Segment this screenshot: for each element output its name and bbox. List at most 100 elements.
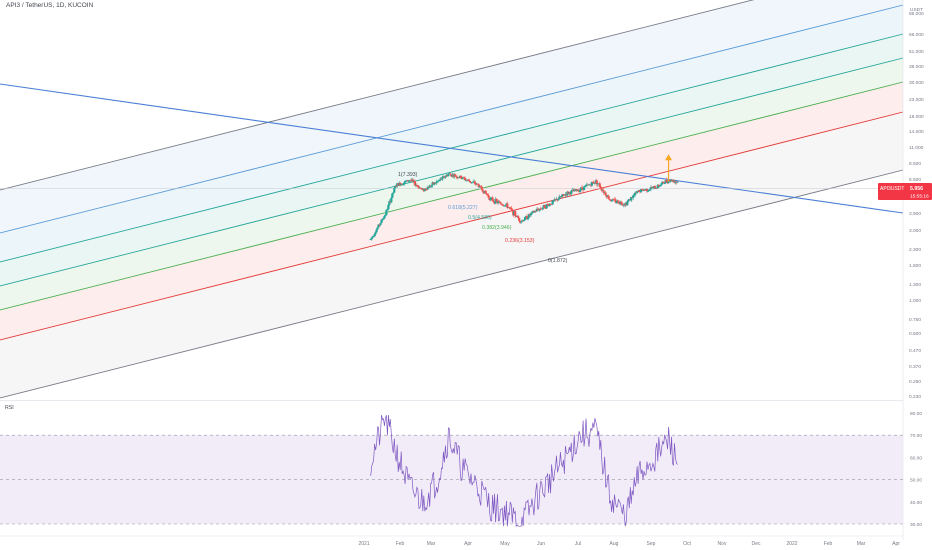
candle-body (447, 174, 450, 177)
candle-body (610, 200, 613, 202)
candle-body (471, 181, 475, 183)
candle-body (540, 208, 543, 210)
candle-body (634, 192, 637, 195)
candle-body (401, 183, 404, 185)
candle-body (607, 195, 610, 199)
candle-body (632, 195, 635, 198)
candle-body (386, 209, 389, 211)
time-label: May (500, 541, 510, 547)
time-label: Mar (427, 541, 436, 547)
candle-body (456, 176, 459, 178)
time-label: Sep (647, 541, 656, 547)
candle-body (550, 204, 553, 206)
candle-body (392, 192, 395, 194)
candle-body (554, 199, 557, 201)
candle-body (419, 187, 422, 189)
last-price-countdown: 15:55:16 (910, 194, 929, 200)
last-price-symbol: API3USDT (880, 186, 904, 192)
price-tick: 39.000 (909, 64, 924, 70)
candle-body (560, 196, 563, 198)
price-tick: 3.000 (909, 228, 921, 234)
price-tick: 1.800 (909, 263, 921, 269)
candle-body (671, 179, 674, 182)
price-tick: 11.000 (909, 145, 924, 151)
candle-body (546, 204, 549, 205)
candle-body (534, 211, 537, 212)
candle-body (535, 208, 538, 212)
time-label: Oct (683, 541, 691, 547)
rsi-tick: 50.00 (910, 478, 922, 484)
rsi-tick: 70.00 (910, 433, 922, 439)
candle-body (604, 192, 607, 196)
candle-body (602, 190, 605, 193)
candle-body (428, 185, 431, 188)
candle-body (462, 177, 466, 179)
candle-body (506, 203, 509, 208)
candle-body (467, 179, 471, 182)
price-tick: 51.000 (909, 49, 924, 55)
candle-body (487, 195, 490, 198)
candle-body (409, 180, 413, 182)
fib-band-4 (0, 5, 903, 262)
candle-body (583, 186, 587, 187)
candle-body (590, 181, 594, 186)
candle-body (584, 185, 588, 187)
time-label: Jul (575, 541, 581, 547)
candle-body (491, 197, 494, 201)
candle-body (595, 180, 598, 185)
candle-body (494, 198, 497, 204)
price-tick: 14.000 (909, 129, 924, 135)
candle-body (663, 183, 666, 185)
candle-body (463, 177, 467, 181)
candle-body (385, 209, 388, 215)
candle-body (381, 219, 384, 221)
candle-body (372, 236, 375, 237)
candle-body (501, 204, 504, 206)
time-label: 2021 (358, 541, 369, 547)
candle-body (379, 223, 382, 225)
candle-body (647, 189, 651, 191)
candle-body (658, 185, 661, 187)
candle-body (425, 189, 428, 191)
candle-body (438, 180, 441, 181)
candle-body (557, 199, 560, 201)
candle-body (378, 224, 381, 226)
fib-label: 0.236(3.153) (505, 238, 535, 244)
last-price-value: 5.956 (910, 186, 923, 192)
descending-trendline (0, 83, 904, 214)
candle-body (411, 179, 415, 182)
candle-body (485, 193, 488, 195)
candle-body (538, 208, 541, 211)
candle-body (500, 203, 503, 205)
candle-body (404, 180, 408, 182)
candle-body (415, 185, 418, 186)
candle-body (651, 187, 654, 189)
candle-body (527, 214, 531, 218)
candle-body (517, 216, 520, 218)
rsi-tick: 40.00 (910, 500, 922, 506)
candle-body (374, 232, 377, 235)
candle-body (437, 180, 440, 182)
candle-body (591, 181, 594, 183)
candle-body (477, 184, 480, 188)
candle-body (662, 181, 665, 184)
candle-body (384, 214, 387, 217)
candle-body (645, 188, 649, 192)
candle-body (511, 209, 514, 211)
symbol-header: API3 / TetherUS, 1D, KUCOIN (6, 2, 94, 9)
candle-body (476, 183, 479, 185)
candle-body (387, 204, 390, 210)
candle-body (436, 181, 439, 183)
candle-body (655, 187, 658, 189)
candle-body (458, 177, 461, 179)
candle-body (391, 193, 394, 198)
candle-body (522, 219, 526, 222)
time-label: Aug (610, 541, 619, 547)
candle-body (468, 181, 472, 183)
candle-body (545, 204, 548, 209)
candle-body (375, 229, 378, 233)
candle-body (562, 194, 565, 196)
candle-body (551, 200, 554, 205)
candle-body (382, 218, 385, 220)
